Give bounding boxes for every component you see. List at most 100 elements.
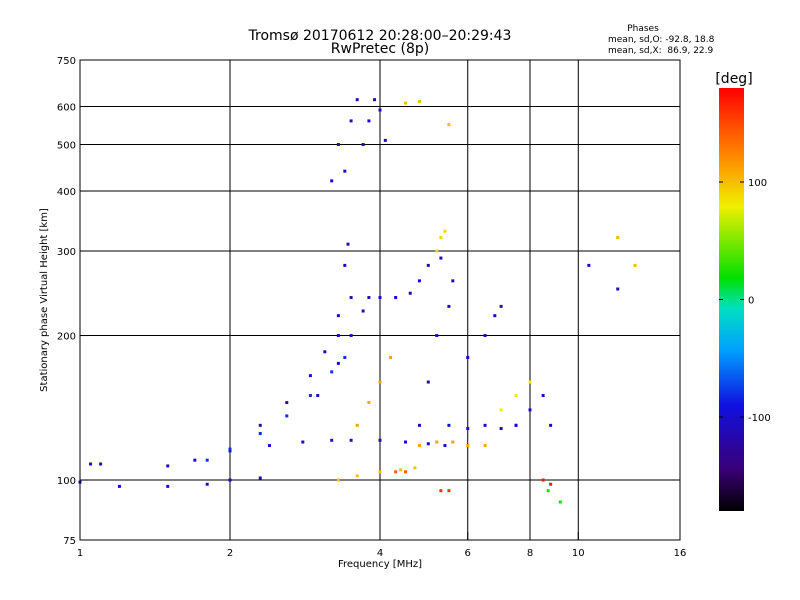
y-axis: 75 100 200 300 400 500 600 750	[57, 56, 88, 547]
data-point	[267, 444, 271, 448]
stats-x-line: mean, sd,X: 86.9, 22.9	[608, 46, 714, 56]
data-point	[549, 423, 553, 427]
data-point	[343, 169, 347, 173]
data-point	[99, 462, 103, 466]
data-point	[499, 304, 503, 308]
data-point	[394, 296, 398, 300]
data-point	[546, 489, 550, 493]
data-point	[633, 263, 637, 267]
y-tick-label: 100	[57, 476, 76, 487]
data-point	[316, 394, 320, 398]
y-tick-label: 400	[57, 187, 76, 198]
data-point	[541, 478, 545, 482]
x-tick-label: 4	[377, 548, 383, 559]
data-point	[435, 249, 439, 253]
data-point	[355, 98, 359, 102]
data-point	[587, 263, 591, 267]
data-point	[117, 484, 121, 488]
data-point	[499, 427, 503, 431]
data-point	[403, 101, 407, 105]
data-point	[378, 108, 382, 112]
data-point	[451, 279, 455, 283]
x-tick-label: 1	[77, 548, 83, 559]
y-axis-label: Stationary phase Virtual Height [km]	[39, 208, 50, 392]
data-point	[483, 334, 487, 338]
data-point	[399, 468, 403, 472]
data-point	[258, 476, 262, 480]
data-point	[378, 438, 382, 442]
stats-header: Phases	[627, 24, 659, 34]
data-point	[378, 470, 382, 474]
data-point	[466, 355, 470, 359]
colorbar-ticks: 100 0 -100	[719, 178, 771, 424]
data-point	[367, 119, 371, 123]
x-axis: 1 2 4 6 8 10 16	[77, 532, 686, 559]
data-point	[308, 374, 312, 378]
data-point	[514, 423, 518, 427]
data-point	[205, 482, 209, 486]
data-point	[373, 98, 377, 102]
data-point	[616, 287, 620, 291]
data-point	[330, 438, 334, 442]
data-point	[483, 423, 487, 427]
data-point	[361, 143, 365, 147]
data-point	[417, 99, 421, 103]
data-point	[346, 242, 350, 246]
y-tick-label: 200	[57, 332, 76, 343]
data-point	[228, 449, 232, 453]
data-point	[466, 427, 470, 431]
data-point	[389, 355, 393, 359]
data-point	[228, 447, 232, 451]
data-point	[361, 309, 365, 313]
data-point	[528, 380, 532, 384]
chart-subtitle: RwPretec (8p)	[331, 41, 429, 57]
data-point	[336, 314, 340, 318]
data-point	[367, 401, 371, 405]
data-point	[514, 394, 518, 398]
y-tick-label: 600	[57, 103, 76, 114]
data-point	[285, 401, 289, 405]
data-point	[443, 229, 447, 233]
data-point	[166, 464, 170, 468]
data-point	[308, 394, 312, 398]
chart-title: Tromsø 20170612 20:28:00–20:29:43	[248, 28, 512, 44]
data-point	[439, 489, 443, 493]
data-point	[258, 432, 262, 436]
data-point	[426, 442, 430, 446]
data-point	[349, 438, 353, 442]
data-point	[483, 444, 487, 448]
x-tick-label: 8	[527, 548, 533, 559]
data-point	[394, 470, 398, 474]
data-point	[258, 423, 262, 427]
data-point	[447, 304, 451, 308]
stats-o-line: mean, sd,O: -92.8, 18.8	[608, 35, 715, 45]
data-point	[336, 361, 340, 365]
data-point	[408, 291, 412, 295]
colorbar-tick-label: 0	[748, 296, 754, 307]
data-point	[417, 444, 421, 448]
data-point	[447, 489, 451, 493]
data-point	[549, 482, 553, 486]
data-point	[323, 350, 327, 354]
data-point	[403, 470, 407, 474]
data-point	[349, 119, 353, 123]
data-point	[336, 478, 340, 482]
x-tick-label: 10	[572, 548, 585, 559]
y-tick-label: 750	[57, 56, 76, 67]
data-point	[616, 236, 620, 240]
x-tick-label: 2	[227, 548, 233, 559]
data-point	[285, 414, 289, 418]
y-tick-label: 75	[63, 536, 76, 547]
data-point	[336, 143, 340, 147]
y-tick-label: 500	[57, 141, 76, 152]
data-point	[378, 380, 382, 384]
data-point	[439, 236, 443, 240]
data-point	[330, 179, 334, 183]
x-tick-label: 6	[465, 548, 471, 559]
data-point	[541, 394, 545, 398]
data-point	[367, 296, 371, 300]
data-point	[383, 138, 387, 142]
y-tick-label: 300	[57, 247, 76, 258]
colorbar-label: [deg]	[715, 71, 752, 87]
